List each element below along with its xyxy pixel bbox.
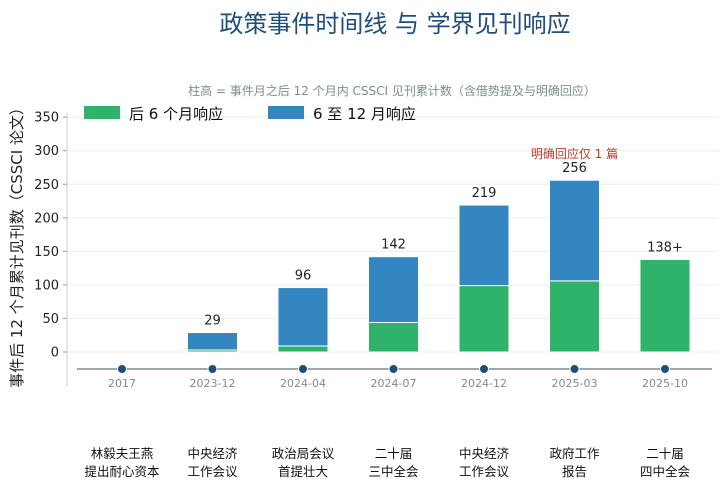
- timeline-marker: [660, 364, 670, 374]
- date-label: 2025-10: [642, 377, 688, 390]
- event-label: 提出耐心资本: [84, 464, 160, 479]
- total-label: 256: [562, 161, 587, 176]
- event-label: 政治局会议: [272, 446, 335, 461]
- event-label: 二十届: [375, 446, 413, 461]
- legend-swatch: [84, 106, 120, 119]
- y-tick-label: 300: [34, 144, 59, 159]
- event-label: 中央经济: [459, 446, 510, 461]
- total-label: 29: [204, 314, 221, 329]
- date-label: 2024-12: [461, 377, 507, 390]
- event-label: 四中全会: [640, 464, 691, 479]
- timeline-marker: [479, 364, 489, 374]
- timeline-markers: [117, 364, 670, 374]
- chart-title: 政策事件时间线 与 学界见刊响应: [219, 10, 570, 38]
- chart-subtitle: 柱高 = 事件月之后 12 个月内 CSSCI 见刊累计数（含借势提及与明确回应…: [188, 83, 596, 98]
- annotation-label: 明确回应仅 1 篇: [531, 146, 618, 161]
- y-tick-label: 200: [34, 211, 59, 226]
- y-tick-label: 0: [51, 346, 59, 361]
- timeline-marker: [388, 364, 399, 374]
- y-axis-ticks: 0 50 100 150 200 250 300 350: [34, 111, 67, 361]
- bar-segment-first-6-months: [458, 285, 510, 353]
- timeline-marker: [569, 364, 580, 374]
- event-label: 林毅夫王燕: [91, 446, 154, 461]
- date-label: 2017: [108, 377, 136, 390]
- bar-segment-6-to-12-months: [368, 256, 419, 323]
- annotations: 明确回应仅 1 篇: [531, 146, 618, 161]
- bar-segment-first-6-months: [639, 258, 691, 353]
- y-tick-label: 250: [34, 178, 59, 193]
- legend-label: 后 6 个月响应: [129, 105, 223, 123]
- legend-swatch: [268, 106, 304, 119]
- legend: 后 6 个月响应 6 至 12 月响应: [84, 105, 416, 123]
- date-label: 2025-03: [552, 377, 598, 390]
- total-label: 219: [472, 186, 497, 201]
- y-tick-label: 50: [42, 312, 59, 327]
- total-labels: 29 96 142 219 256 138+: [204, 161, 683, 328]
- event-label: 报告: [562, 464, 587, 479]
- event-label: 工作会议: [459, 464, 510, 479]
- event-label: 中央经济: [187, 446, 238, 461]
- bar-segment-6-to-12-months: [458, 204, 510, 287]
- bars: [187, 179, 691, 353]
- timeline-marker: [298, 364, 308, 374]
- date-labels: 2017 2023-12 2024-04 2024-07 2024-12 2025-03 2…: [108, 377, 688, 390]
- timeline-marker: [117, 364, 127, 374]
- bar-segment-6-to-12-months: [277, 287, 329, 347]
- event-label: 三中全会: [368, 464, 419, 479]
- total-label: 142: [381, 238, 406, 253]
- event-label: 政府工作: [549, 446, 600, 461]
- date-label: 2024-07: [371, 377, 417, 390]
- y-axis-label: 事件后 12 个月累计见刊数（CSSCI 论文）: [8, 100, 26, 388]
- y-tick-label: 100: [34, 278, 59, 293]
- date-label: 2023-12: [190, 377, 236, 390]
- event-label: 二十届: [646, 446, 684, 461]
- bar-segment-first-6-months: [277, 345, 329, 353]
- bar-segment-6-to-12-months: [549, 179, 600, 282]
- y-tick-label: 150: [34, 245, 59, 260]
- timeline-marker: [207, 364, 218, 374]
- total-label: 96: [295, 269, 312, 284]
- y-tick-label: 350: [34, 111, 59, 126]
- bar-segment-first-6-months: [368, 321, 419, 353]
- total-label: 138+: [647, 240, 683, 255]
- event-label: 首提壮大: [278, 464, 328, 479]
- date-label: 2024-04: [280, 377, 326, 390]
- bar-segment-first-6-months: [549, 280, 600, 353]
- event-label: 工作会议: [187, 464, 238, 479]
- legend-label: 6 至 12 月响应: [313, 105, 416, 123]
- bar-segment-6-to-12-months: [187, 332, 238, 351]
